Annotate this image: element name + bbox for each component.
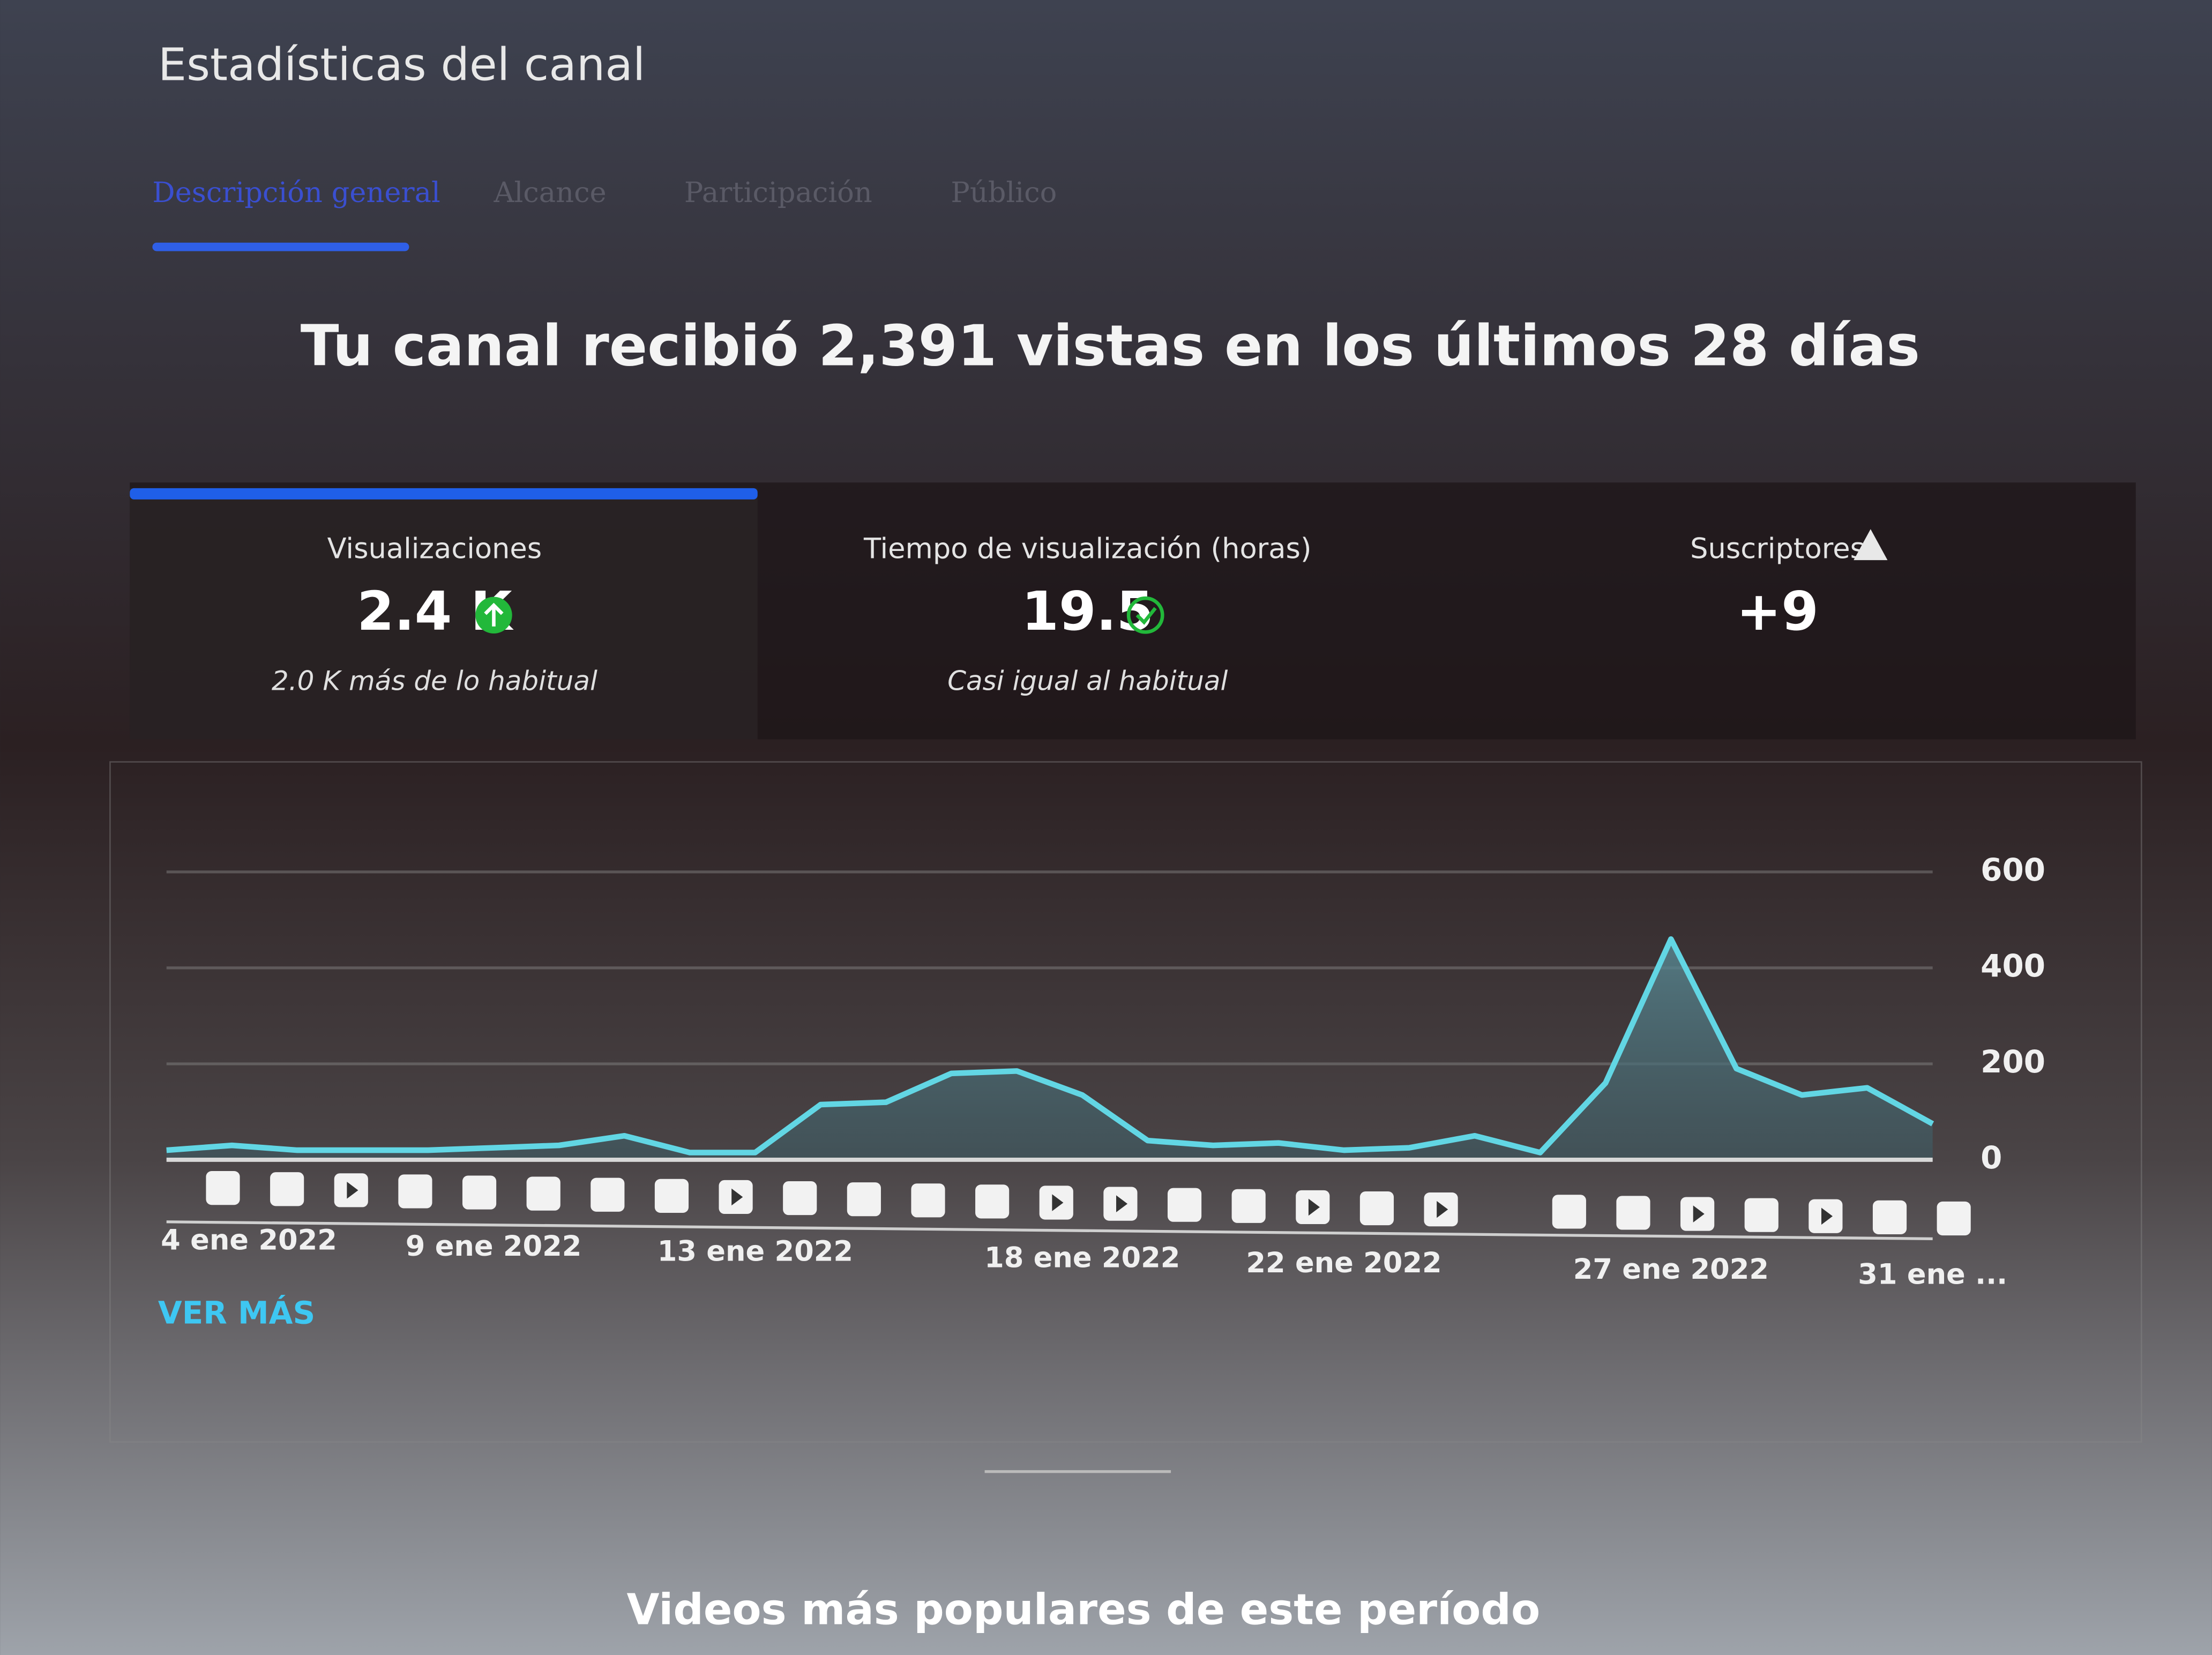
metric-note: Casi igual al habitual (947, 666, 1228, 697)
metric-label[interactable]: Visualizaciones (327, 532, 542, 565)
play-icon (1116, 1195, 1128, 1212)
y-tick-label: 200 (1981, 1043, 2045, 1080)
play-icon (1437, 1201, 1448, 1218)
warning-icon (1854, 529, 1888, 561)
video-marker[interactable] (1744, 1198, 1778, 1232)
play-icon (347, 1182, 358, 1199)
x-tick-label: 31 ene ... (1858, 1258, 2007, 1291)
metric-note: 2.0 K más de lo habitual (272, 666, 597, 697)
x-tick-label: 13 ene 2022 (657, 1235, 853, 1268)
headline: Tu canal recibió 2,391 vistas en los últ… (301, 313, 1920, 379)
play-icon (1308, 1198, 1320, 1216)
video-marker[interactable] (975, 1184, 1010, 1219)
tab[interactable]: Descripción general (152, 176, 440, 209)
x-axis (166, 1220, 1933, 1241)
video-marker[interactable] (1552, 1195, 1586, 1229)
selected-metric-indicator (130, 488, 758, 500)
active-tab-indicator (152, 242, 409, 251)
chart-panel (109, 761, 2142, 1443)
video-marker[interactable] (1616, 1196, 1650, 1230)
line (166, 936, 1934, 1155)
tab[interactable]: Público (951, 176, 1057, 209)
video-marker[interactable] (398, 1174, 432, 1209)
video-marker[interactable] (462, 1175, 497, 1210)
video-marker[interactable] (847, 1182, 881, 1217)
play-icon (731, 1188, 743, 1206)
video-marker[interactable] (1359, 1191, 1394, 1226)
video-marker[interactable] (654, 1179, 689, 1213)
metric-value[interactable]: 19.5 (1021, 580, 1154, 643)
tab-bar: Descripción general Alcance Participación P… (152, 176, 1057, 209)
x-tick-label: 9 ene 2022 (406, 1230, 582, 1263)
metric-label[interactable]: Tiempo de visualización (horas) (863, 532, 1312, 565)
check-mark (1135, 607, 1157, 625)
page-title: Estadísticas del canal (158, 38, 645, 91)
y-tick-label: 0 (1981, 1139, 2002, 1176)
up-arrow (484, 602, 504, 627)
video-marker[interactable] (591, 1177, 625, 1212)
video-marker[interactable] (1231, 1189, 1266, 1223)
video-marker[interactable] (1872, 1200, 1907, 1234)
check-icon (1126, 596, 1164, 634)
y-tick-label: 400 (1981, 948, 2045, 984)
video-marker[interactable] (206, 1171, 240, 1205)
play-icon (1693, 1205, 1705, 1222)
video-marker[interactable] (1937, 1201, 1971, 1236)
metric-value[interactable]: +9 (1736, 580, 1818, 643)
metric-card-selected (130, 488, 758, 740)
video-marker[interactable] (783, 1181, 817, 1216)
video-marker[interactable] (911, 1183, 945, 1218)
play-icon (1052, 1194, 1064, 1211)
video-marker[interactable] (270, 1172, 304, 1206)
video-marker[interactable] (526, 1176, 561, 1211)
x-tick-label: 27 ene 2022 (1573, 1253, 1769, 1286)
metric-label[interactable]: Suscriptores (1690, 532, 1865, 565)
x-tick-label: 4 ene 2022 (161, 1224, 337, 1256)
tab[interactable]: Alcance (493, 176, 606, 209)
area (166, 939, 1933, 1160)
tab[interactable]: Participación (684, 176, 872, 209)
x-tick-label: 18 ene 2022 (984, 1241, 1180, 1274)
video-marker[interactable] (1167, 1188, 1202, 1222)
x-tick-label: 22 ene 2022 (1246, 1247, 1441, 1279)
y-tick-label: 600 (1981, 852, 2045, 888)
chart: 0 200 400 600 4 ene 2022 9 ene 2022 13 ene 202… (161, 852, 2045, 1291)
section-title: Videos más populares de este período (627, 1585, 1541, 1634)
see-more-link[interactable]: VER MÁS (158, 1294, 315, 1331)
play-icon (1821, 1207, 1833, 1225)
